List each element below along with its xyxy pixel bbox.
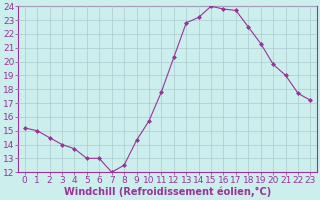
X-axis label: Windchill (Refroidissement éolien,°C): Windchill (Refroidissement éolien,°C) <box>64 187 271 197</box>
